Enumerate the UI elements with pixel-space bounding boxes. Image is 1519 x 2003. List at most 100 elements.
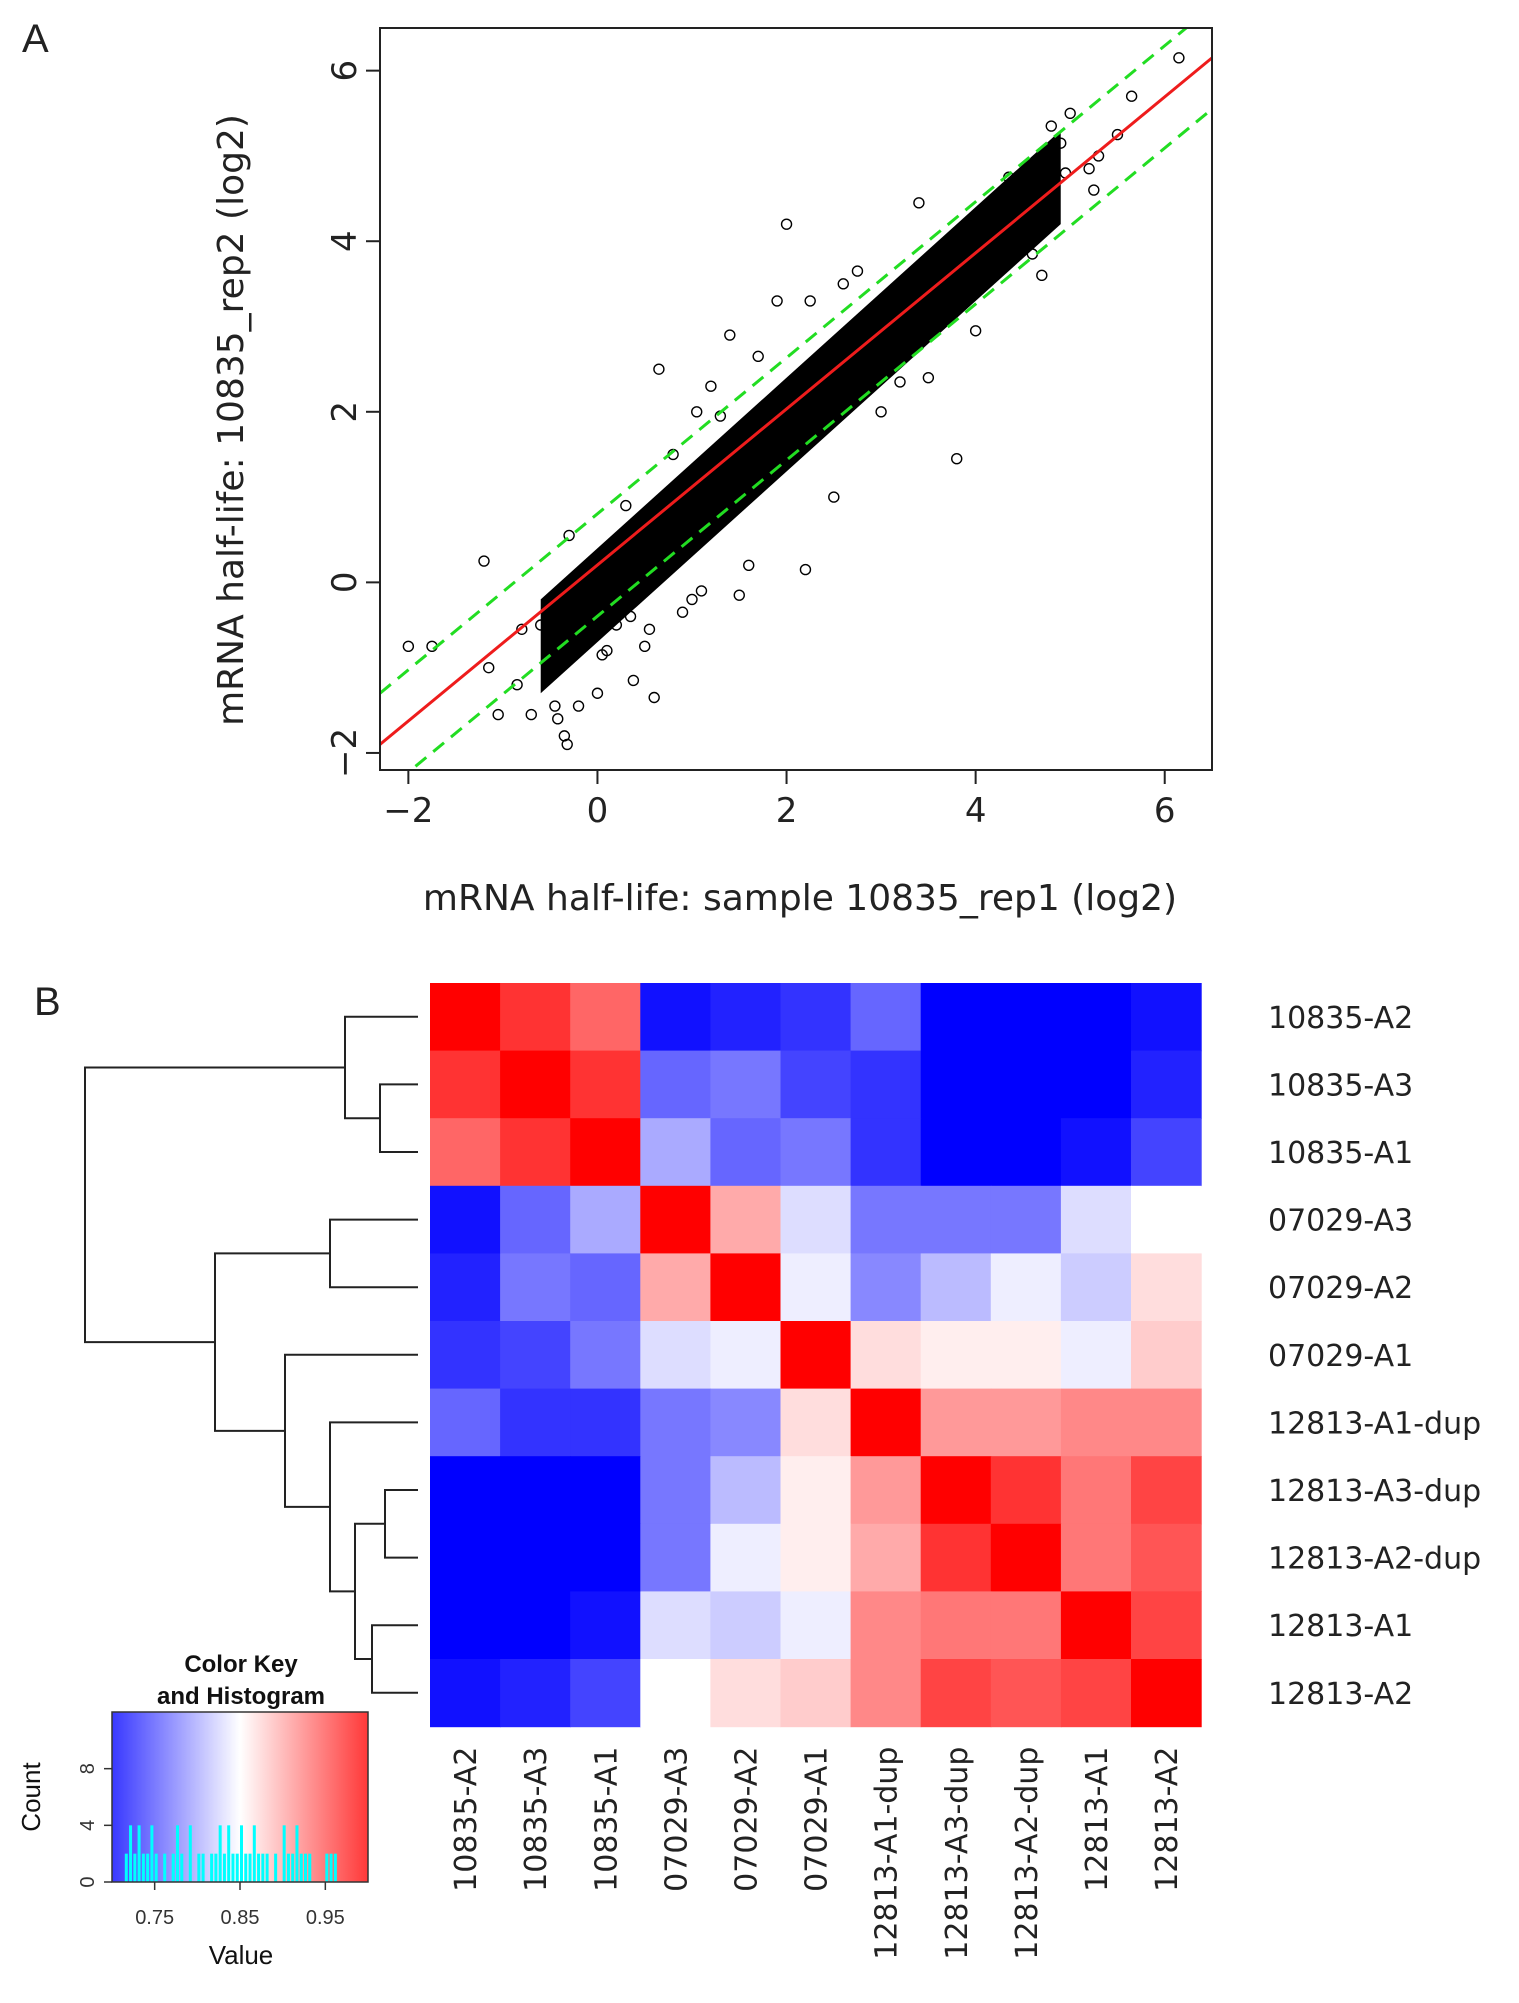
heatmap-cell: [850, 983, 922, 1052]
histogram-bar: [227, 1825, 231, 1882]
heatmap-cell: [920, 983, 992, 1052]
scatter-point: [1083, 163, 1095, 175]
heatmap-cell: [500, 1185, 571, 1254]
histogram-bar: [231, 1853, 235, 1882]
histogram-bar: [333, 1853, 337, 1882]
heatmap-cell: [430, 1523, 501, 1592]
scatter-x-tick-label: 6: [1154, 791, 1176, 831]
scatter-point: [653, 363, 665, 375]
scatter-point: [634, 585, 646, 597]
dendrogram-branch: [379, 1083, 418, 1153]
scatter-x-tick-label: 2: [776, 791, 798, 831]
scatter-point: [610, 619, 623, 631]
scatter-point: [752, 350, 764, 363]
scatter-point: [1021, 163, 1034, 175]
scatter-point: [492, 708, 504, 721]
dendrogram-branch: [214, 1252, 330, 1432]
scatter-point: [1026, 248, 1039, 260]
histogram-bar: [295, 1825, 299, 1882]
scatter-point: [875, 406, 887, 418]
heatmap-cell: [640, 1456, 711, 1525]
panel-label-a: A: [22, 17, 49, 61]
heatmap-row-labels: 10835-A2 10835-A3 10835-A1 07029-A3 07029-A2…: [1268, 1001, 1481, 1712]
heatmap-row-label: 12813-A1-dup: [1268, 1406, 1481, 1441]
heatmap-cell: [570, 1591, 641, 1660]
scatter-dense-cloud: [540, 130, 1061, 694]
dendrogram-branch: [371, 1624, 418, 1694]
color-key-x-tick-label: 0.95: [306, 1907, 345, 1929]
histogram-bar: [282, 1825, 286, 1882]
heatmap-cell: [1060, 1591, 1132, 1660]
heatmap-cell: [710, 1118, 782, 1187]
scatter-bound-line: [408, 107, 1212, 770]
heatmap-cell: [920, 1591, 992, 1660]
histogram-bar: [163, 1853, 167, 1882]
heatmap-cell: [710, 1185, 782, 1254]
heatmap-cell: [500, 1591, 571, 1660]
heatmap-cell: [1060, 1050, 1132, 1119]
heatmap-cell: [430, 1253, 501, 1322]
heatmap-column-label: 12813-A1-dup: [870, 1747, 905, 1960]
scatter-point: [402, 640, 415, 653]
heatmap-cell: [430, 1388, 501, 1457]
color-key-x-tick-label: 0.75: [135, 1907, 174, 1929]
scatter-point: [913, 197, 925, 209]
heatmap-cell: [850, 1591, 922, 1660]
heatmap-cell: [920, 1321, 992, 1390]
heatmap-cell: [850, 1185, 922, 1254]
scatter-fit-line: [380, 56, 1212, 746]
color-key: Color Key and Histogram 0.75 0.85 0.95 0 4 8…: [16, 1651, 369, 1970]
panel-label-b: B: [34, 980, 61, 1024]
histogram-bar: [299, 1853, 303, 1882]
heatmap-cell: [710, 1659, 782, 1728]
scatter-point: [837, 278, 849, 290]
scatter-point: [535, 619, 547, 631]
scatter-points: [402, 52, 1185, 751]
heatmap-cell: [780, 1185, 852, 1254]
scatter-point: [1125, 90, 1138, 102]
histogram-bar: [240, 1825, 243, 1882]
heatmap-cell: [640, 1523, 711, 1592]
heatmap-cell: [570, 1321, 641, 1390]
heatmap-cell: [850, 1659, 922, 1728]
heatmap-row-label: 07029-A2: [1268, 1271, 1413, 1306]
heatmap-cell: [780, 983, 852, 1052]
heatmap-cell: [990, 1523, 1062, 1592]
heatmap-cell: [1060, 1253, 1132, 1322]
color-key-y-tick-label: 8: [77, 1763, 99, 1774]
heatmap-cell: [1131, 1321, 1202, 1390]
scatter-point: [1111, 128, 1124, 141]
heatmap-cell: [920, 1253, 992, 1322]
scatter-bound-line: [380, 28, 1189, 695]
heatmap-column-label: 07029-A1: [800, 1747, 835, 1892]
scatter-x-label: mRNA half-life: sample 10835_rep1 (log2): [423, 878, 1177, 919]
heatmap-cell: [500, 1388, 571, 1457]
heatmap-cell: [430, 1591, 501, 1660]
heatmap-cell: [1060, 1456, 1132, 1525]
heatmap-cell: [710, 1388, 782, 1457]
heatmap-row-label: 12813-A2: [1268, 1677, 1413, 1712]
histogram-bar: [137, 1825, 141, 1882]
scatter-point: [549, 700, 561, 712]
histogram-bar: [274, 1853, 278, 1882]
heatmap-cell: [780, 1050, 852, 1119]
color-key-histogram: [124, 1825, 337, 1882]
heatmap-row-label: 07029-A1: [1268, 1339, 1413, 1374]
scatter-point: [1088, 184, 1100, 196]
histogram-bar: [291, 1853, 295, 1882]
histogram-bar: [214, 1853, 218, 1882]
heatmap-cell: [640, 1591, 711, 1660]
heatmap-cell: [1131, 1050, 1202, 1119]
heatmap-column-label: 10835-A1: [589, 1747, 624, 1892]
heatmap-row-label: 10835-A2: [1268, 1001, 1413, 1036]
heatmap-cell: [500, 1659, 571, 1728]
heatmap-cell: [640, 1388, 711, 1457]
heatmap-cell: [920, 1523, 992, 1592]
heatmap-cell: [920, 1456, 992, 1525]
scatter-point: [643, 623, 656, 635]
heatmap-column-label: 07029-A2: [729, 1747, 764, 1892]
heatmap-cell: [640, 1321, 711, 1390]
heatmap-cell: [430, 1321, 501, 1390]
dendrogram-branch: [284, 1353, 418, 1508]
heatmap-cell: [500, 1456, 571, 1525]
